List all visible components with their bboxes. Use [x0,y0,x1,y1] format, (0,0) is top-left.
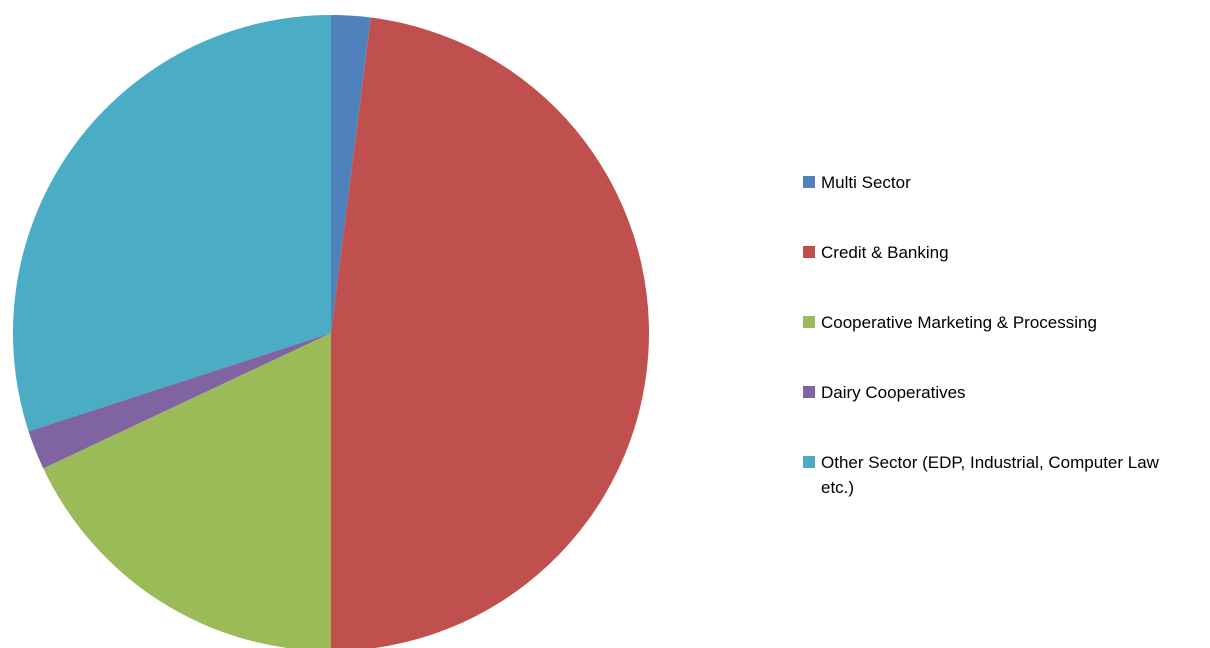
legend-item: Cooperative Marketing & Processing [803,310,1171,335]
pie-slice [43,333,331,648]
pie-slice [28,333,332,469]
legend-swatch [803,316,815,328]
legend-item: Multi Sector [803,170,1171,195]
legend-label: Multi Sector [821,173,911,192]
legend-label: Dairy Cooperatives [821,383,966,402]
legend-label: Other Sector (EDP, Industrial, Computer … [821,453,1159,497]
legend-label: Cooperative Marketing & Processing [821,313,1097,332]
pie-slice [12,15,332,432]
legend: Multi Sector Credit & Banking Cooperative … [803,170,1183,545]
legend-label: Credit & Banking [821,243,949,262]
legend-item: Other Sector (EDP, Industrial, Computer … [803,450,1171,500]
pie-slice [331,15,371,333]
pie-slice [331,17,649,648]
legend-swatch [803,246,815,258]
legend-swatch [803,386,815,398]
legend-swatch [803,456,815,468]
legend-item: Dairy Cooperatives [803,380,1171,405]
legend-item: Credit & Banking [803,240,1171,265]
legend-swatch [803,176,815,188]
